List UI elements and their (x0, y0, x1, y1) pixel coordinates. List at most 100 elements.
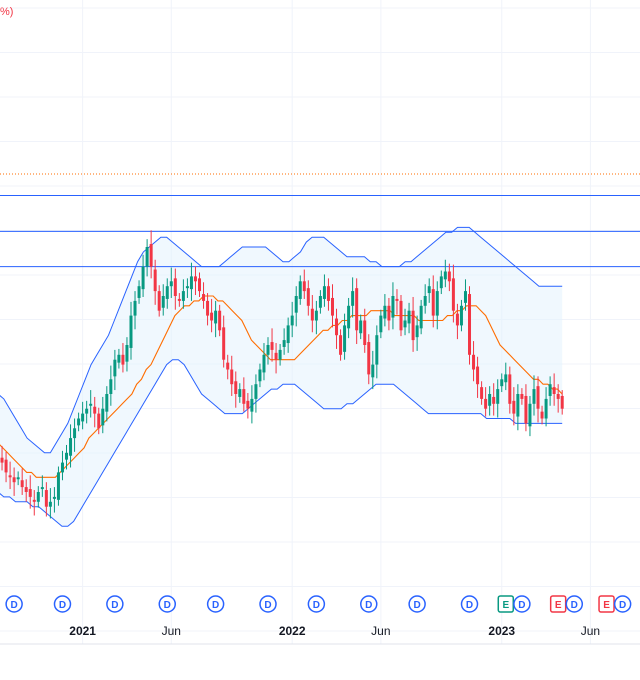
candle-body[interactable] (472, 354, 476, 370)
candle-body[interactable] (173, 278, 177, 296)
candle-body[interactable] (488, 394, 492, 406)
candle-body[interactable] (459, 305, 463, 326)
candle-body[interactable] (512, 400, 516, 414)
candle-body[interactable] (443, 271, 447, 280)
candle-body[interactable] (415, 325, 419, 338)
candle-body[interactable] (310, 308, 314, 321)
candle-body[interactable] (93, 406, 97, 414)
candle-body[interactable] (480, 387, 484, 399)
candle-body[interactable] (395, 298, 399, 301)
candle-body[interactable] (254, 384, 258, 399)
dividend-marker[interactable]: D (408, 595, 426, 613)
candle-body[interactable] (431, 289, 435, 316)
candle-body[interactable] (298, 281, 302, 299)
candle-body[interactable] (234, 381, 238, 394)
candle-body[interactable] (12, 477, 16, 483)
candle-body[interactable] (69, 438, 73, 456)
candle-body[interactable] (266, 345, 270, 355)
dividend-marker[interactable]: D (513, 595, 531, 613)
candle-body[interactable] (423, 296, 427, 306)
candle-body[interactable] (16, 477, 20, 480)
candle-body[interactable] (113, 359, 117, 377)
candle-body[interactable] (294, 296, 298, 313)
candle-body[interactable] (314, 310, 318, 321)
candle-body[interactable] (548, 384, 552, 396)
candle-body[interactable] (181, 291, 185, 301)
candle-body[interactable] (230, 369, 234, 385)
candle-body[interactable] (169, 281, 173, 287)
candle-body[interactable] (560, 395, 564, 409)
candle-body[interactable] (540, 411, 544, 419)
candle-body[interactable] (105, 394, 109, 412)
candle-body[interactable] (222, 327, 226, 360)
candle-body[interactable] (165, 286, 169, 299)
candle-body[interactable] (198, 278, 201, 292)
candle-body[interactable] (250, 398, 254, 412)
candle-body[interactable] (359, 320, 363, 334)
candle-body[interactable] (206, 300, 210, 316)
candle-body[interactable] (77, 418, 81, 426)
candle-body[interactable] (117, 354, 121, 363)
dividend-marker[interactable]: D (158, 595, 177, 613)
candle-body[interactable] (463, 291, 467, 303)
candle-body[interactable] (282, 340, 286, 347)
candle-body[interactable] (419, 305, 423, 329)
candle-body[interactable] (322, 286, 326, 299)
candle-body[interactable] (121, 354, 125, 365)
candle-body[interactable] (318, 296, 322, 308)
candle-body[interactable] (193, 276, 197, 282)
dividend-marker[interactable]: D (360, 595, 378, 613)
earnings-marker[interactable]: E (549, 595, 567, 613)
candle-body[interactable] (476, 366, 480, 385)
candle-body[interactable] (141, 266, 145, 290)
candle-body[interactable] (447, 271, 451, 282)
candle-body[interactable] (387, 305, 391, 321)
candle-body[interactable] (202, 294, 206, 301)
candle-body[interactable] (258, 369, 262, 382)
candle-body[interactable] (56, 472, 60, 500)
candle-body[interactable] (40, 487, 44, 490)
candle-body[interactable] (355, 288, 359, 331)
candle-body[interactable] (153, 269, 157, 292)
candle-body[interactable] (520, 394, 524, 399)
candle-body[interactable] (532, 389, 536, 404)
candle-body[interactable] (157, 291, 161, 311)
candle-body[interactable] (185, 286, 189, 289)
candle-body[interactable] (52, 496, 56, 499)
candle-body[interactable] (60, 462, 64, 473)
candle-body[interactable] (214, 310, 218, 324)
dividend-marker[interactable]: D (5, 595, 23, 613)
candle-body[interactable] (177, 298, 181, 301)
candle-body[interactable] (383, 305, 387, 319)
candle-body[interactable] (24, 487, 28, 492)
candle-body[interactable] (335, 318, 339, 336)
candle-body[interactable] (81, 413, 85, 422)
candle-body[interactable] (399, 300, 403, 331)
candle-body[interactable] (403, 320, 407, 328)
dividend-marker[interactable]: D (565, 595, 584, 613)
candle-body[interactable] (218, 310, 222, 331)
candle-body[interactable] (556, 394, 560, 399)
dividend-marker[interactable]: D (307, 595, 326, 613)
candle-body[interactable] (189, 276, 193, 290)
candle-body[interactable] (339, 335, 343, 355)
candle-body[interactable] (330, 297, 334, 316)
candle-body[interactable] (4, 459, 8, 473)
candle-body[interactable] (508, 374, 512, 404)
candle-body[interactable] (8, 475, 12, 478)
candle-body[interactable] (145, 247, 149, 267)
dividend-marker[interactable]: D (460, 595, 479, 613)
candle-body[interactable] (286, 325, 290, 344)
dividend-marker[interactable]: D (206, 595, 225, 613)
candle-body[interactable] (496, 389, 500, 404)
candle-body[interactable] (89, 403, 93, 406)
candle-body[interactable] (129, 315, 133, 348)
candle-body[interactable] (492, 396, 496, 404)
candle-body[interactable] (226, 362, 230, 370)
candle-body[interactable] (133, 300, 137, 316)
candle-body[interactable] (435, 291, 439, 316)
candle-body[interactable] (484, 398, 488, 409)
candle-body[interactable] (455, 313, 459, 326)
candle-body[interactable] (85, 408, 89, 414)
